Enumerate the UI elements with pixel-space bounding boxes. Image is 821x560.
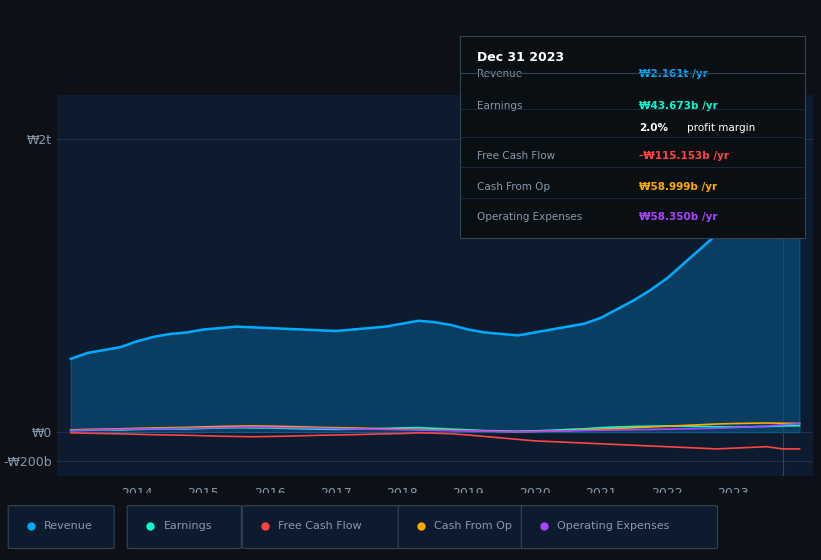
Text: profit margin: profit margin (687, 123, 755, 133)
Text: Revenue: Revenue (477, 69, 522, 79)
Text: Cash From Op: Cash From Op (434, 521, 512, 531)
FancyBboxPatch shape (8, 506, 114, 549)
Text: Earnings: Earnings (477, 101, 522, 111)
Text: ₩58.999b /yr: ₩58.999b /yr (639, 181, 718, 192)
Text: Free Cash Flow: Free Cash Flow (278, 521, 362, 531)
Text: Dec 31 2023: Dec 31 2023 (477, 50, 564, 63)
Text: Cash From Op: Cash From Op (477, 181, 550, 192)
FancyBboxPatch shape (521, 506, 718, 549)
Text: Revenue: Revenue (44, 521, 93, 531)
Text: ₩2.161t /yr: ₩2.161t /yr (639, 69, 708, 79)
Text: ₩58.350b /yr: ₩58.350b /yr (639, 212, 718, 222)
Text: ₩43.673b /yr: ₩43.673b /yr (639, 101, 718, 111)
Text: -₩115.153b /yr: -₩115.153b /yr (639, 151, 729, 161)
FancyBboxPatch shape (398, 506, 545, 549)
FancyBboxPatch shape (127, 506, 241, 549)
Text: Operating Expenses: Operating Expenses (557, 521, 670, 531)
Text: Operating Expenses: Operating Expenses (477, 212, 582, 222)
Text: Free Cash Flow: Free Cash Flow (477, 151, 555, 161)
FancyBboxPatch shape (242, 506, 406, 549)
Text: Earnings: Earnings (163, 521, 212, 531)
Text: 2.0%: 2.0% (639, 123, 668, 133)
